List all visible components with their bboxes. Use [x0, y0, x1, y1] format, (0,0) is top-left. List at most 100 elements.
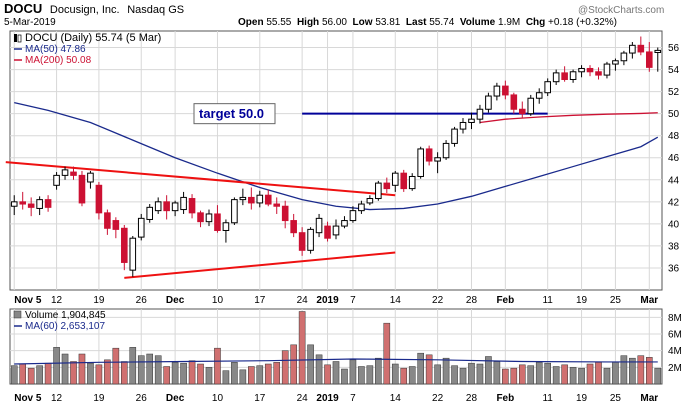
volume-bar — [637, 355, 645, 385]
volume-bar — [595, 362, 602, 385]
volume-bar — [552, 366, 560, 385]
volume-bar — [180, 362, 187, 385]
volume-bar — [408, 366, 416, 385]
volume-bar — [518, 364, 526, 385]
company-name: Docusign, Inc. — [49, 4, 120, 16]
candle-body — [637, 44, 645, 53]
open-value: 55.55 — [266, 17, 292, 28]
x-tick-label-bottom: 10 — [212, 393, 224, 404]
x-tick-label-bottom: Nov 5 — [14, 393, 42, 404]
candle-body — [87, 172, 94, 183]
candle-body — [19, 201, 26, 205]
candle-body — [332, 225, 340, 236]
volume-bar — [417, 352, 424, 385]
volume-bar — [188, 360, 196, 385]
candle-body — [10, 201, 18, 207]
volume-bar — [87, 362, 94, 385]
candle-body — [341, 220, 348, 227]
price-tick-label: 46 — [668, 153, 680, 164]
candle-body — [290, 220, 297, 234]
candle-body — [104, 212, 111, 229]
volume-bar — [281, 350, 289, 385]
exchange: Nasdaq GS — [127, 4, 185, 16]
candle-body — [535, 92, 543, 99]
candle-body — [502, 85, 509, 96]
price-legend-entry: MA(200) 50.08 — [25, 55, 92, 66]
volume-bar — [561, 364, 568, 385]
volume-bar — [391, 363, 399, 385]
candle-body — [205, 213, 213, 223]
candle-body — [561, 72, 568, 80]
candle-body — [544, 81, 551, 94]
x-tick-label: 11 — [542, 295, 553, 306]
candle-body — [214, 213, 221, 231]
volume-bar — [544, 362, 551, 385]
quote-date: 5-Mar-2019 — [4, 17, 56, 28]
volume-bar — [222, 370, 230, 385]
candle-body — [163, 201, 170, 212]
candle-body — [434, 157, 441, 162]
volume-bar — [476, 363, 484, 385]
volume-ma60-line — [14, 358, 658, 365]
volume-bar — [154, 355, 162, 385]
candle-body — [408, 175, 416, 190]
candle-body — [146, 206, 154, 220]
candle-body — [476, 108, 484, 120]
volume-bar — [468, 362, 475, 385]
candle-body — [95, 184, 103, 214]
price-tick-label: 54 — [668, 65, 680, 76]
x-tick-label: 12 — [51, 295, 63, 306]
x-tick-label: Dec — [166, 295, 185, 306]
volume-bar — [290, 344, 297, 385]
volume-bar — [654, 367, 662, 385]
candle-body — [468, 118, 475, 123]
candle-body — [137, 217, 145, 238]
low-label: Low — [352, 17, 373, 28]
price-tick-label: 36 — [668, 263, 680, 274]
volume-bar — [535, 362, 543, 385]
candle-body — [239, 196, 247, 201]
ma50-line — [14, 102, 659, 211]
volume-bar — [44, 362, 52, 385]
lower-trendline — [124, 251, 396, 279]
candle-body — [307, 228, 314, 251]
x-tick-label-bottom: 2019 — [316, 393, 339, 404]
last-value: 55.74 — [429, 17, 455, 28]
legend-swatch — [14, 34, 17, 42]
candle-body — [442, 142, 450, 159]
low-value: 53.81 — [375, 17, 401, 28]
volume-bar — [163, 366, 170, 385]
volume-bar — [485, 356, 492, 385]
volume-bar — [358, 366, 365, 385]
volume-bar — [442, 357, 450, 385]
volume-value: 1.9M — [498, 17, 521, 28]
candle-body — [264, 194, 272, 205]
volume-bar — [603, 367, 611, 385]
price-tick-label: 38 — [668, 241, 680, 252]
x-tick-label-bottom: Mar — [640, 393, 658, 404]
high-label: High — [296, 17, 320, 28]
x-tick-label: Mar — [640, 295, 658, 306]
volume-bar — [10, 365, 18, 385]
x-tick-label-bottom: 12 — [51, 393, 63, 404]
x-tick-label-bottom: 26 — [136, 393, 148, 404]
volume-bar — [400, 367, 408, 385]
price-tick-label: 48 — [668, 131, 680, 142]
candle-body — [620, 52, 628, 62]
x-tick-label-bottom: 25 — [610, 393, 622, 404]
volume-tick-label: 6M — [668, 330, 682, 341]
x-tick-label-bottom: 17 — [254, 393, 266, 404]
candle-body — [248, 196, 255, 204]
chg-value: +0.18 (+0.32%) — [548, 17, 617, 28]
candle-body — [78, 174, 86, 204]
candle-body — [154, 201, 162, 212]
candle-body — [646, 51, 653, 68]
candle-body — [171, 202, 179, 212]
legend-swatch — [17, 34, 22, 43]
volume-bar — [121, 361, 128, 385]
candle-body — [629, 44, 636, 54]
volume-tick-label: 4M — [668, 346, 682, 357]
candle-body — [27, 203, 35, 208]
volume-tick-label: 8M — [668, 313, 682, 324]
open-label: Open — [238, 17, 264, 28]
